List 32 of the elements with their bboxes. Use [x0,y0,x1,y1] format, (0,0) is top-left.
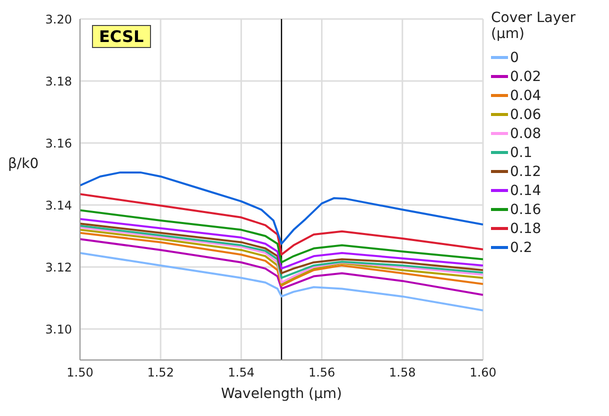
line-series [80,171,483,245]
legend-label: 0.1 [510,144,532,160]
annotation: ECSL [92,25,151,48]
line-series [80,252,483,312]
x-tick-label: 1.56 [308,366,336,380]
y-tick-label: 3.20 [45,12,72,26]
x-tick-label: 1.54 [228,366,255,380]
y-tick-label: 3.14 [45,198,72,212]
y-axis-title: β/k0 [8,156,39,172]
legend-label: 0.08 [510,126,542,142]
legend-label: 0.2 [510,240,532,256]
x-tick-label: 1.60 [470,366,496,380]
x-tick-label: 1.58 [389,366,416,380]
line-series [80,238,483,296]
legend-title: Cover Layer (µm) [491,10,576,42]
legend-label: 0 [510,50,519,66]
legend-label: 0.18 [510,220,542,236]
x-axis-title: Wavelength (µm) [221,386,342,402]
legend-label: 0.04 [510,88,542,104]
line-series [80,193,483,256]
legend-label: 0.16 [510,202,542,218]
y-tick-label: 3.10 [45,322,72,336]
legend-label: 0.06 [510,106,542,122]
x-tick-label: 1.52 [147,366,174,380]
line-series [80,209,483,264]
y-tick-label: 3.18 [45,74,72,88]
legend-label: 0.14 [510,182,542,198]
legend-label: 0.02 [510,68,542,84]
x-tick-label: 1.50 [66,366,94,380]
y-tick-label: 3.12 [45,260,72,274]
y-tick-label: 3.16 [45,136,72,150]
legend-label: 0.12 [510,164,542,180]
